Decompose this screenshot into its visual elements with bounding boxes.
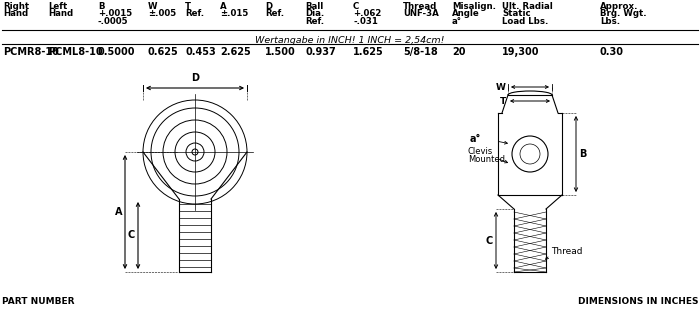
Text: Load Lbs.: Load Lbs. <box>502 17 548 26</box>
Text: DIMENSIONS IN INCHES: DIMENSIONS IN INCHES <box>578 297 698 306</box>
Text: Static: Static <box>502 9 531 18</box>
Text: Ball: Ball <box>305 2 323 11</box>
Text: 0.453: 0.453 <box>185 47 216 57</box>
Text: -.031: -.031 <box>353 17 378 26</box>
Text: 0.937: 0.937 <box>305 47 336 57</box>
Text: +.062: +.062 <box>353 9 382 18</box>
Text: T: T <box>185 2 191 11</box>
Text: B: B <box>98 2 104 11</box>
Text: W: W <box>496 82 506 91</box>
Text: 0.625: 0.625 <box>148 47 178 57</box>
Text: PCML8-10: PCML8-10 <box>48 47 103 57</box>
Text: D: D <box>191 73 199 83</box>
Text: Left: Left <box>48 2 67 11</box>
Text: Angle: Angle <box>452 9 480 18</box>
Text: a°: a° <box>470 134 482 144</box>
Text: Right: Right <box>3 2 29 11</box>
Text: Ref.: Ref. <box>265 9 284 18</box>
Text: 1.625: 1.625 <box>353 47 384 57</box>
Text: 0.5000: 0.5000 <box>98 47 136 57</box>
Text: Hand: Hand <box>3 9 28 18</box>
Text: Thread: Thread <box>403 2 438 11</box>
Text: UNF-3A: UNF-3A <box>403 9 439 18</box>
Text: Misalign.: Misalign. <box>452 2 496 11</box>
Text: A: A <box>220 2 227 11</box>
Text: Ref.: Ref. <box>185 9 204 18</box>
Text: a°: a° <box>452 17 462 26</box>
Text: Dia.: Dia. <box>305 9 324 18</box>
Text: T: T <box>500 97 506 106</box>
Text: ±.015: ±.015 <box>220 9 248 18</box>
Text: 19,300: 19,300 <box>502 47 540 57</box>
Text: Lbs.: Lbs. <box>600 17 620 26</box>
Text: C: C <box>127 231 135 241</box>
Text: PART NUMBER: PART NUMBER <box>2 297 74 306</box>
Text: ±.005: ±.005 <box>148 9 176 18</box>
Text: Thread: Thread <box>551 247 582 256</box>
Text: W: W <box>148 2 158 11</box>
Text: Ref.: Ref. <box>305 17 324 26</box>
Text: C: C <box>486 236 493 246</box>
Text: 0.30: 0.30 <box>600 47 624 57</box>
Text: PCMR8-10: PCMR8-10 <box>3 47 59 57</box>
Text: 2.625: 2.625 <box>220 47 251 57</box>
Text: Mounted: Mounted <box>468 155 505 164</box>
Text: Approx.: Approx. <box>600 2 638 11</box>
Text: Hand: Hand <box>48 9 73 18</box>
Text: D: D <box>265 2 272 11</box>
Text: Brg. Wgt.: Brg. Wgt. <box>600 9 647 18</box>
Text: B: B <box>579 149 587 159</box>
Text: 1.500: 1.500 <box>265 47 295 57</box>
Text: Clevis: Clevis <box>468 147 493 155</box>
Text: Ult. Radial: Ult. Radial <box>502 2 553 11</box>
Text: C: C <box>353 2 359 11</box>
Text: A: A <box>115 207 122 217</box>
Text: 20: 20 <box>452 47 466 57</box>
Text: -.0005: -.0005 <box>98 17 129 26</box>
Text: +.0015: +.0015 <box>98 9 132 18</box>
Text: 5/8-18: 5/8-18 <box>403 47 438 57</box>
Text: Wertangabe in INCH! 1 INCH = 2,54cm!: Wertangabe in INCH! 1 INCH = 2,54cm! <box>256 36 444 45</box>
